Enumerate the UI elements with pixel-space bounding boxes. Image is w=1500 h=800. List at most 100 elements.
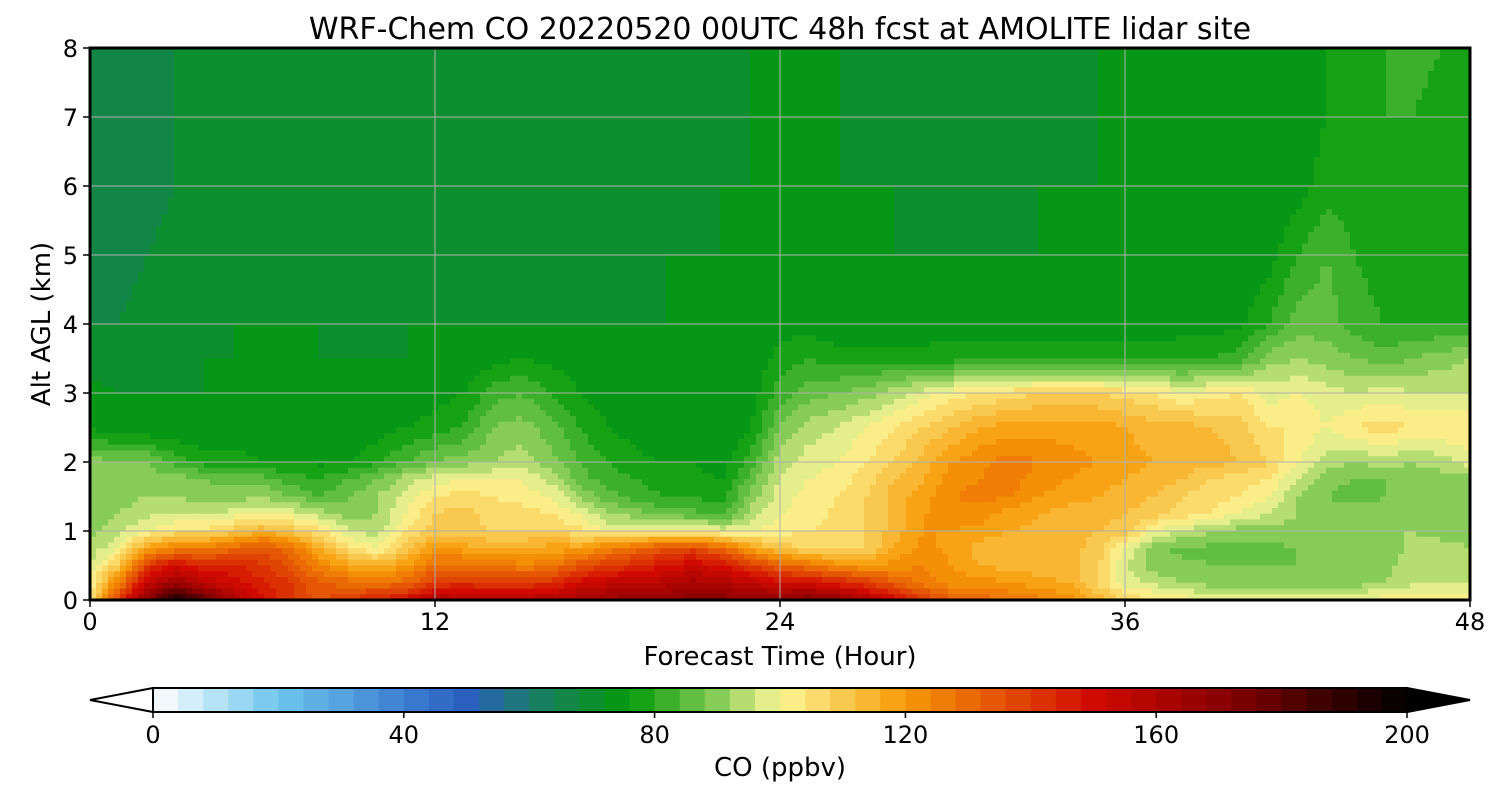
co-field-cell xyxy=(720,140,727,147)
co-field-cell xyxy=(1356,82,1363,89)
co-field-cell xyxy=(294,111,301,118)
co-field-cell xyxy=(1338,48,1345,55)
co-field-cell xyxy=(198,157,205,164)
co-field-cell xyxy=(750,151,757,158)
co-field-cell xyxy=(660,111,667,118)
co-field-cell xyxy=(1368,94,1375,101)
co-field-cell xyxy=(1056,151,1063,158)
co-field-cell xyxy=(492,88,499,95)
co-field-cell xyxy=(1350,65,1357,72)
co-field-cell xyxy=(558,82,565,89)
co-field-cell xyxy=(1266,88,1273,95)
co-field-cell xyxy=(1164,128,1171,135)
co-field-cell xyxy=(258,157,265,164)
co-field-cell xyxy=(456,59,463,66)
co-field-cell xyxy=(1056,71,1063,78)
co-field-cell xyxy=(978,94,985,101)
co-field-cell xyxy=(1134,105,1141,112)
co-field-cell xyxy=(870,88,877,95)
co-field-cell xyxy=(1266,122,1273,130)
co-field-cell xyxy=(282,88,289,95)
co-field-cell xyxy=(846,128,853,135)
co-field-cell xyxy=(1314,140,1321,147)
co-field-cell xyxy=(1452,111,1459,118)
co-field-cell xyxy=(1038,94,1045,101)
co-field-cell xyxy=(294,59,301,66)
co-field-cell xyxy=(1062,105,1069,112)
co-field-cell xyxy=(1440,122,1447,130)
co-field-cell xyxy=(1386,117,1393,124)
co-field-cell xyxy=(954,117,961,124)
co-field-cell xyxy=(756,122,763,130)
co-field-cell xyxy=(606,157,613,164)
co-field-cell xyxy=(546,151,553,158)
co-field-cell xyxy=(102,65,109,72)
co-field-cell xyxy=(438,117,445,124)
co-field-cell xyxy=(834,117,841,124)
co-field-cell xyxy=(1098,82,1105,89)
co-field-cell xyxy=(978,82,985,89)
co-field-cell xyxy=(750,105,757,112)
co-field-cell xyxy=(120,59,127,66)
co-field-cell xyxy=(1044,145,1051,153)
co-field-cell xyxy=(762,140,769,147)
co-field-cell xyxy=(996,105,1003,112)
co-field-cell xyxy=(210,65,217,72)
co-field-cell xyxy=(510,163,517,170)
co-field-cell xyxy=(156,65,163,72)
co-field-cell xyxy=(1032,145,1039,153)
co-field-cell xyxy=(564,76,571,84)
co-field-cell xyxy=(1236,111,1243,118)
co-field-cell xyxy=(534,71,541,78)
co-field-cell xyxy=(792,53,799,61)
co-field-cell xyxy=(150,168,157,176)
co-field-cell xyxy=(1428,59,1435,66)
co-field-cell xyxy=(1374,128,1381,135)
co-field-cell xyxy=(1428,145,1435,153)
co-field-cell xyxy=(330,140,337,147)
co-field-cell xyxy=(1272,105,1279,112)
co-field-cell xyxy=(1020,122,1027,130)
co-field-cell xyxy=(1326,94,1333,101)
co-field-cell xyxy=(798,71,805,78)
co-field-cell xyxy=(1308,151,1315,158)
co-field-cell xyxy=(804,157,811,164)
co-field-cell xyxy=(1416,105,1423,112)
co-field-cell xyxy=(324,163,331,170)
co-field-cell xyxy=(1080,94,1087,101)
co-field-cell xyxy=(504,99,511,107)
co-field-cell xyxy=(1050,53,1057,61)
co-field-cell xyxy=(1278,88,1285,95)
co-field-cell xyxy=(768,76,775,84)
co-field-cell xyxy=(1050,99,1057,107)
co-field-cell xyxy=(936,157,943,164)
co-field-cell xyxy=(168,65,175,72)
co-field-cell xyxy=(522,48,529,55)
co-field-cell xyxy=(600,76,607,84)
co-field-cell xyxy=(1362,48,1369,55)
co-field-cell xyxy=(282,59,289,66)
co-field-cell xyxy=(1086,134,1093,141)
co-field-cell xyxy=(270,48,277,55)
co-field-cell xyxy=(408,99,415,107)
co-field-cell xyxy=(990,53,997,61)
co-field-cell xyxy=(690,65,697,72)
co-field-cell xyxy=(984,88,991,95)
co-field-cell xyxy=(270,94,277,101)
co-field-cell xyxy=(264,94,271,101)
co-field-cell xyxy=(468,157,475,164)
co-field-cell xyxy=(696,151,703,158)
co-field-cell xyxy=(348,151,355,158)
co-field-cell xyxy=(924,82,931,89)
co-field-cell xyxy=(954,76,961,84)
co-field-cell xyxy=(444,76,451,84)
co-field-cell xyxy=(552,88,559,95)
co-field-cell xyxy=(1176,99,1183,107)
co-field-cell xyxy=(414,94,421,101)
co-field-cell xyxy=(558,65,565,72)
co-field-cell xyxy=(366,145,373,153)
co-field-cell xyxy=(546,163,553,170)
co-field-cell xyxy=(588,122,595,130)
co-field-cell xyxy=(672,145,679,153)
co-field-cell xyxy=(822,157,829,164)
